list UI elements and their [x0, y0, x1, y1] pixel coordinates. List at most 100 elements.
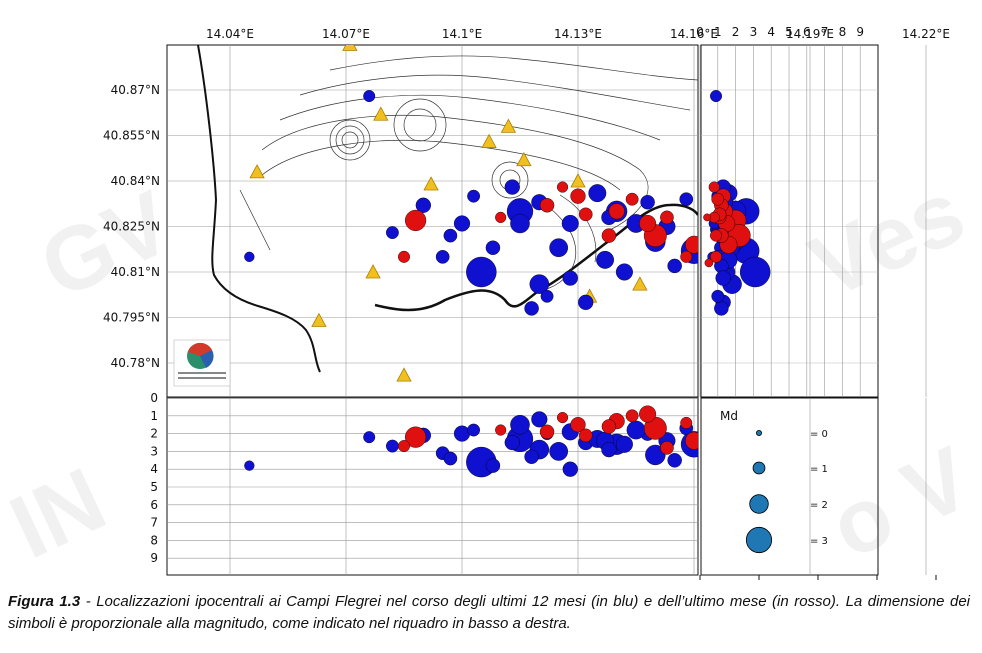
legend-marker — [756, 429, 763, 436]
magnitude-tick-label: 5 — [785, 25, 793, 39]
svg-text:o V: o V — [816, 428, 982, 578]
event-12m-depth-point — [504, 434, 520, 451]
latitude-tick-label: 40.84°N — [111, 174, 160, 188]
depth-events-last-month — [398, 405, 802, 458]
latitude-tick-label: 40.87°N — [111, 83, 160, 97]
event-1m-map-point — [398, 250, 410, 263]
event-12m-map-point — [485, 240, 501, 255]
event-1m-magnitude-point — [710, 250, 722, 263]
map-gridlines — [167, 45, 927, 397]
event-1m-depth-point — [570, 417, 586, 433]
magnitude-panel — [700, 44, 879, 398]
event-12m-map-point — [443, 228, 458, 243]
event-12m-map-point — [588, 184, 607, 203]
event-1m-map-point — [639, 214, 657, 232]
event-12m-map-point — [415, 197, 431, 213]
legend-marker — [749, 494, 769, 514]
event-1m-depth-point — [578, 428, 593, 443]
latitude-tick-label: 40.825°N — [103, 220, 160, 234]
event-12m-depth-point — [244, 460, 255, 471]
depth-tick-label: 0 — [150, 391, 158, 405]
latitude-tick-label: 40.855°N — [103, 129, 160, 143]
event-12m-magnitude-point — [714, 301, 729, 316]
event-1m-magnitude-point — [708, 181, 720, 193]
event-1m-depth-point — [625, 409, 639, 423]
event-12m-magnitude-point — [739, 256, 771, 288]
event-12m-map-point — [578, 294, 594, 310]
magnitude-tick-label: 6 — [803, 25, 811, 39]
event-12m-depth-point — [601, 441, 617, 458]
event-12m-depth-point — [615, 435, 633, 453]
event-1m-magnitude-point — [704, 258, 714, 268]
station-marker — [249, 164, 265, 179]
event-1m-magnitude-point — [710, 229, 722, 242]
ingv-logo — [173, 339, 231, 387]
event-1m-map-point — [700, 230, 712, 242]
figure-caption: Figura 1.3 - Localizzazioni ipocentrali … — [8, 593, 970, 632]
event-1m-map-point — [405, 209, 427, 232]
event-12m-map-point — [561, 214, 579, 232]
magnitude-tick-label: 3 — [750, 25, 758, 39]
station-marker — [632, 276, 648, 291]
longitude-tick-label: 14.22°E — [902, 27, 950, 41]
seismic-stations — [249, 45, 648, 382]
event-12m-map-point — [562, 270, 578, 286]
legend-label: = 3 — [810, 536, 828, 547]
event-12m-magnitude-point — [711, 289, 725, 303]
svg-text:GV: GV — [26, 173, 186, 319]
event-12m-map-point — [549, 238, 569, 258]
event-12m-map-point — [467, 189, 480, 203]
event-1m-depth-point — [556, 412, 569, 424]
depth-tick-label: 9 — [150, 551, 158, 565]
seismicity-figure: GV Ves IN o V — [0, 25, 982, 580]
station-marker — [342, 45, 358, 51]
longitude-tick-label: 14.04°E — [206, 27, 254, 41]
event-12m-map-point — [466, 256, 497, 288]
event-1m-depth-point — [700, 446, 712, 458]
legend-panel — [700, 397, 879, 576]
event-1m-depth-point — [795, 428, 802, 435]
magnitude-tick-label: 8 — [839, 25, 847, 39]
event-1m-map-point — [578, 207, 593, 222]
event-12m-depth-point — [510, 414, 530, 435]
depth-tick-label: 4 — [150, 462, 158, 476]
event-1m-map-point — [625, 192, 639, 206]
event-12m-map-point — [510, 213, 530, 234]
event-12m-depth-point — [385, 439, 399, 453]
longitude-tick-label: 14.19°E — [786, 27, 834, 41]
depth-tick-label: 2 — [150, 427, 158, 441]
longitude-tick-label: 14.13°E — [554, 27, 602, 41]
legend-marker — [752, 461, 766, 475]
station-marker — [500, 118, 517, 133]
magnitude-tick-label: 2 — [732, 25, 740, 39]
station-marker — [481, 133, 497, 148]
event-12m-depth-point — [790, 462, 798, 470]
depth-tick-label: 1 — [150, 409, 158, 423]
event-1m-depth-point — [680, 416, 693, 429]
latitude-tick-label: 40.78°N — [111, 356, 160, 370]
station-marker — [373, 106, 389, 121]
event-12m-depth-point — [485, 458, 501, 473]
event-12m-map-point — [529, 274, 550, 294]
magnitude-tick-label: 1 — [714, 25, 722, 39]
legend-marker — [745, 526, 773, 554]
event-12m-map-point — [596, 250, 614, 269]
latitude-tick-label: 40.795°N — [103, 311, 160, 325]
station-marker — [365, 264, 381, 279]
event-12m-map-point — [244, 251, 255, 262]
event-12m-depth-point — [443, 451, 458, 466]
event-1m-map-point — [495, 211, 507, 223]
event-12m-map-point — [679, 192, 694, 207]
event-12m-depth-point — [786, 551, 796, 561]
longitude-tick-labels: 14.04°E 14.07°E 14.1°E 14.13°E 14.16°E 14.19°… — [206, 27, 950, 41]
event-1m-map-point — [608, 203, 625, 220]
event-12m-map-point — [435, 250, 450, 264]
event-1m-magnitude-point — [711, 192, 725, 206]
station-marker — [570, 173, 586, 188]
svg-text:Ves: Ves — [796, 162, 979, 318]
magnitude-tick-label: 4 — [767, 25, 775, 39]
legend-label: = 1 — [810, 464, 828, 475]
event-12m-depth-point — [562, 461, 578, 477]
event-1m-depth-point — [601, 419, 617, 434]
